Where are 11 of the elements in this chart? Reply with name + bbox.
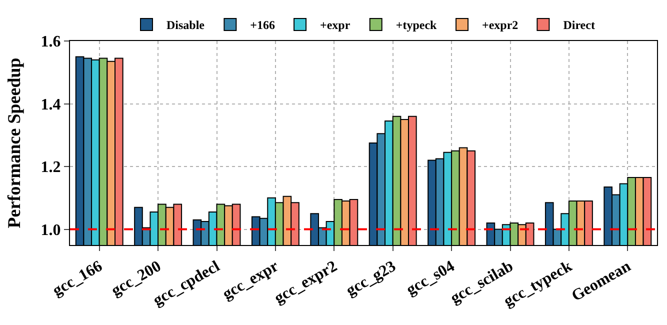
y-tick-label: 1.6	[40, 34, 61, 51]
legend-label: +expr	[320, 18, 351, 32]
y-tick-label: 1.2	[40, 159, 61, 176]
y-axis-title: Performance Speedup	[4, 58, 24, 228]
y-tick-label: 1.4	[40, 96, 61, 114]
legend-label: Disable	[166, 18, 206, 32]
legend-label: +typeck	[396, 18, 438, 32]
y-tick-label: 1.0	[40, 222, 61, 239]
legend-label: +166	[250, 18, 276, 32]
legend-label: Direct	[563, 18, 595, 32]
legend-label: +expr2	[482, 18, 518, 32]
